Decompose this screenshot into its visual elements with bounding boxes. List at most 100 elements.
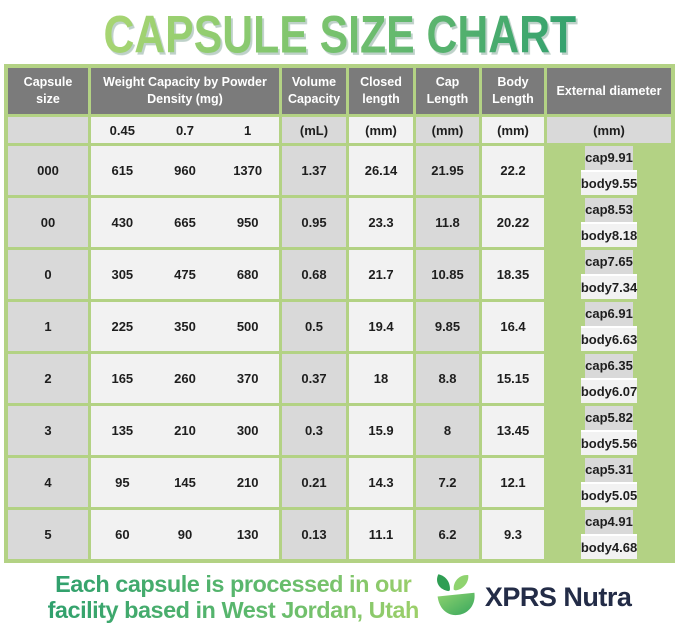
- page-title: CAPSULE SIZE CHART: [103, 4, 576, 65]
- row-external-diameter: cap 5.31 body 5.05: [547, 458, 671, 507]
- row-body-length: 16.4: [482, 302, 544, 351]
- col-header-body-length: Body Length: [482, 68, 544, 114]
- row-weights: 60 90 130: [91, 510, 279, 559]
- row-closed-length: 19.4: [349, 302, 413, 351]
- ext-cap-value: 6.35: [607, 358, 633, 374]
- weight-value: 350: [174, 319, 196, 334]
- subheader-cap-unit: (mm): [416, 117, 479, 143]
- row-body-length: 12.1: [482, 458, 544, 507]
- weight-value: 370: [236, 371, 259, 386]
- weight-value: 665: [174, 215, 196, 230]
- col-header-external-diameter: External diameter: [547, 68, 671, 114]
- weight-value: 210: [236, 475, 259, 490]
- ext-body-value: 6.63: [611, 331, 638, 347]
- subheader-densities: 0.45 0.7 1: [91, 117, 279, 143]
- weight-value: 145: [174, 475, 196, 490]
- ext-cap-value: 5.31: [607, 462, 633, 478]
- row-cap-length: 9.85: [416, 302, 479, 351]
- subheader-external-unit: (mm): [547, 117, 671, 143]
- ext-cap-label: cap: [585, 306, 608, 322]
- col-header-capsule-size: Capsule size: [8, 68, 88, 114]
- row-external-diameter: cap 6.91 body 6.63: [547, 302, 671, 351]
- ext-cap-label: cap: [585, 410, 608, 426]
- weight-value: 1370: [233, 163, 263, 178]
- ext-body-value: 7.34: [611, 279, 638, 295]
- weight-value: 950: [236, 215, 259, 230]
- row-external-diameter: cap 8.53 body 8.18: [547, 198, 671, 247]
- row-weights: 135 210 300: [91, 406, 279, 455]
- row-weights: 225 350 500: [91, 302, 279, 351]
- row-volume: 0.13: [282, 510, 346, 559]
- ext-cap-value: 7.65: [607, 254, 633, 270]
- col-header-cap-length: Cap Length: [416, 68, 479, 114]
- row-size: 3: [8, 406, 88, 455]
- row-external-diameter: cap 6.35 body 6.07: [547, 354, 671, 403]
- ext-cap-value: 4.91: [607, 514, 633, 530]
- ext-body-value: 9.55: [611, 175, 638, 191]
- row-external-diameter: cap 4.91 body 4.68: [547, 510, 671, 559]
- row-size: 0: [8, 250, 88, 299]
- weight-value: 90: [177, 527, 193, 542]
- row-size: 00: [8, 198, 88, 247]
- row-weights: 165 260 370: [91, 354, 279, 403]
- row-body-length: 20.22: [482, 198, 544, 247]
- capsule-size-table: Capsule size Weight Capacity by Powder D…: [4, 64, 675, 563]
- weight-value: 135: [111, 423, 134, 438]
- ext-cap-label: cap: [585, 514, 608, 530]
- ext-body-label: body: [580, 539, 612, 555]
- weight-value: 210: [174, 423, 196, 438]
- footer: Each capsule is processed in our facilit…: [0, 571, 679, 624]
- footer-tagline-line2: facility based in West Jordan, Utah: [47, 597, 419, 624]
- row-body-length: 22.2: [482, 146, 544, 195]
- col-header-volume-capacity: Volume Capacity: [282, 68, 346, 114]
- row-size: 000: [8, 146, 88, 195]
- brand-name: XPRS Nutra: [484, 581, 632, 612]
- ext-body-label: body: [580, 175, 612, 191]
- row-volume: 0.37: [282, 354, 346, 403]
- weight-value: 95: [115, 475, 130, 490]
- weight-value: 165: [111, 371, 134, 386]
- weight-value: 300: [236, 423, 259, 438]
- row-size: 4: [8, 458, 88, 507]
- row-size: 5: [8, 510, 88, 559]
- row-size: 1: [8, 302, 88, 351]
- row-weights: 430 665 950: [91, 198, 279, 247]
- subheader-closed-unit: (mm): [349, 117, 413, 143]
- row-external-diameter: cap 7.65 body 7.34: [547, 250, 671, 299]
- row-cap-length: 6.2: [416, 510, 479, 559]
- ext-cap-value: 5.82: [607, 410, 633, 426]
- row-external-diameter: cap 5.82 body 5.56: [547, 406, 671, 455]
- row-closed-length: 11.1: [349, 510, 413, 559]
- col-header-closed-length: Closed length: [349, 68, 413, 114]
- row-closed-length: 15.9: [349, 406, 413, 455]
- weight-value: 680: [236, 267, 259, 282]
- subheader-volume-unit: (mL): [282, 117, 346, 143]
- ext-body-value: 6.07: [611, 383, 638, 399]
- weight-value: 305: [111, 267, 134, 282]
- row-volume: 0.5: [282, 302, 346, 351]
- row-size: 2: [8, 354, 88, 403]
- row-cap-length: 8.8: [416, 354, 479, 403]
- ext-cap-value: 9.91: [607, 150, 633, 166]
- weight-value: 430: [111, 215, 134, 230]
- weight-value: 260: [174, 371, 196, 386]
- ext-body-value: 5.05: [611, 487, 638, 503]
- density-1: 1: [244, 122, 252, 138]
- subheader-empty: [8, 117, 88, 143]
- ext-body-label: body: [580, 435, 612, 451]
- row-volume: 0.68: [282, 250, 346, 299]
- ext-body-label: body: [580, 227, 612, 243]
- row-weights: 615 960 1370: [91, 146, 279, 195]
- col-header-weight-capacity: Weight Capacity by Powder Density (mg): [91, 68, 279, 114]
- row-closed-length: 26.14: [349, 146, 413, 195]
- ext-cap-value: 8.53: [607, 202, 633, 218]
- brand-logo: XPRS Nutra: [433, 572, 632, 623]
- weight-value: 225: [111, 319, 134, 334]
- ext-cap-label: cap: [585, 358, 608, 374]
- row-volume: 0.3: [282, 406, 346, 455]
- density-07: 0.7: [175, 122, 195, 138]
- page-header: CAPSULE SIZE CHART: [0, 0, 679, 65]
- weight-value: 615: [111, 163, 134, 178]
- ext-body-value: 5.56: [611, 435, 638, 451]
- ext-body-value: 8.18: [611, 227, 638, 243]
